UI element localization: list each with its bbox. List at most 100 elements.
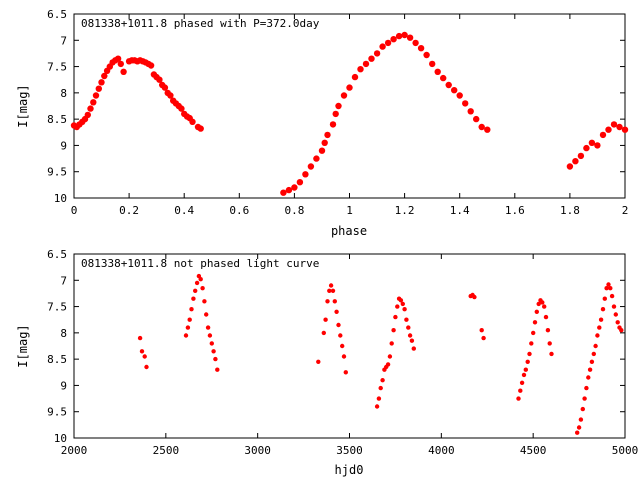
unphased-data-point: [531, 330, 536, 336]
unphased-data-point: [340, 343, 345, 349]
phased-data-point: [373, 50, 381, 57]
phased-x-axis-label: phase: [331, 224, 367, 238]
phased-data-point: [313, 155, 320, 162]
phased-data-point: [296, 179, 304, 186]
unphased-data-point: [327, 288, 332, 293]
unphased-data-point: [330, 288, 336, 293]
unphased-data-point: [587, 367, 593, 372]
phased-data-point: [117, 60, 125, 68]
unphased-data-point: [211, 349, 216, 354]
phased-y-axis-label: I[mag]: [16, 84, 30, 127]
unphased-data-point: [325, 299, 330, 304]
phased-data-point: [340, 92, 348, 99]
unphased-data-point: [204, 312, 209, 317]
phased-data-point: [346, 84, 353, 91]
unphased-plot-frame: [73, 253, 626, 439]
unphased-y-tick-label: 6.5: [47, 248, 67, 261]
phased-data-point: [87, 105, 94, 112]
phased-data-point: [156, 76, 163, 83]
unphased-data-point: [202, 299, 207, 304]
unphased-y-tick-label: 10: [54, 432, 67, 445]
unphased-data-point: [376, 396, 382, 401]
unphased-data-point: [205, 325, 211, 330]
unphased-data-point: [589, 359, 595, 364]
unphased-data-point: [142, 354, 147, 359]
phased-y-tick-label: 9: [60, 139, 67, 152]
unphased-data-point: [198, 277, 203, 282]
unphased-x-tick-label: 3500: [336, 444, 363, 457]
phased-data-point: [197, 125, 204, 132]
phased-data-point: [335, 102, 342, 110]
unphased-data-point: [336, 322, 341, 328]
phased-data-point: [291, 184, 298, 191]
phased-data-point: [357, 66, 364, 73]
phased-axis-ticks: 0 0.2 0.4 0.6 0.8 1 1.2 1.4 1.6 1.8 2 6.5 7 7.5 8 8.5 9 9…: [47, 8, 628, 217]
unphased-data-point: [193, 288, 198, 293]
unphased-x-tick-label: 4500: [520, 444, 547, 457]
unphased-data-point: [525, 359, 530, 364]
phased-y-tick-label: 6.5: [47, 8, 67, 21]
phased-data-point: [621, 126, 629, 133]
unphased-data-point: [406, 325, 411, 330]
unphased-data-point: [609, 293, 615, 299]
unphased-data-point: [608, 286, 613, 291]
unphased-data-point: [332, 299, 337, 304]
unphased-light-curve-panel: 2000 2500 3000 3500 4000 4500 5000 6.5 7 7.5 8 8.5 9…: [16, 248, 638, 477]
unphased-data-point: [380, 378, 385, 383]
unphased-data-point: [521, 372, 527, 378]
phased-data-point: [280, 189, 287, 196]
phased-x-tick-label: 0.6: [229, 204, 249, 217]
unphased-data-point: [598, 317, 604, 322]
phased-data-point: [167, 92, 174, 99]
unphased-chart-title: 081338+1011.8 not phased light curve: [81, 257, 319, 270]
phased-data-point: [307, 163, 315, 170]
phased-data-point: [577, 152, 585, 160]
unphased-x-tick-label: 4000: [428, 444, 455, 457]
phased-data-point: [616, 123, 623, 131]
unphased-data-point: [615, 320, 620, 325]
unphased-y-tick-label: 8: [60, 327, 67, 340]
unphased-data-point: [323, 317, 328, 322]
phased-data-point: [417, 45, 425, 52]
unphased-data-point: [582, 396, 587, 401]
phased-data-points: [70, 31, 629, 196]
phased-x-tick-label: 0.2: [119, 204, 139, 217]
unphased-data-point: [591, 351, 596, 357]
unphased-data-point: [385, 362, 391, 367]
unphased-data-point: [187, 317, 192, 322]
phased-data-point: [456, 92, 463, 99]
phased-data-point: [429, 60, 436, 68]
unphased-data-points: [137, 273, 624, 435]
phased-chart-title: 081338+1011.8 phased with P=372.0day: [81, 17, 320, 30]
unphased-data-point: [611, 304, 617, 309]
unphased-data-point: [209, 341, 214, 346]
unphased-data-point: [580, 406, 585, 412]
phased-x-tick-label: 2: [622, 204, 629, 217]
phased-data-point: [599, 131, 607, 139]
unphased-x-tick-label: 3000: [244, 444, 271, 457]
phased-data-point: [440, 74, 447, 82]
phased-data-point: [572, 158, 579, 165]
unphased-data-point: [183, 333, 189, 338]
phased-x-tick-label: 0.4: [174, 204, 194, 217]
unphased-data-point: [575, 430, 580, 435]
unphased-data-point: [543, 314, 549, 320]
unphased-data-point: [542, 304, 547, 309]
phased-data-point: [302, 171, 309, 178]
phased-data-point: [161, 84, 169, 91]
unphased-data-point: [593, 343, 598, 349]
phased-y-tick-label: 8.5: [47, 113, 67, 126]
phased-x-tick-label: 0: [71, 204, 78, 217]
phased-data-point: [318, 147, 326, 154]
phased-data-point: [451, 87, 458, 94]
unphased-data-point: [328, 283, 334, 288]
phased-data-point: [120, 68, 127, 76]
phased-data-point: [98, 79, 105, 86]
unphased-data-point: [185, 325, 191, 330]
unphased-data-point: [213, 356, 218, 362]
unphased-data-point: [393, 314, 398, 320]
phased-data-point: [594, 142, 601, 149]
phased-data-point: [605, 126, 612, 133]
phased-data-point: [147, 62, 155, 69]
unphased-data-point: [343, 370, 348, 375]
